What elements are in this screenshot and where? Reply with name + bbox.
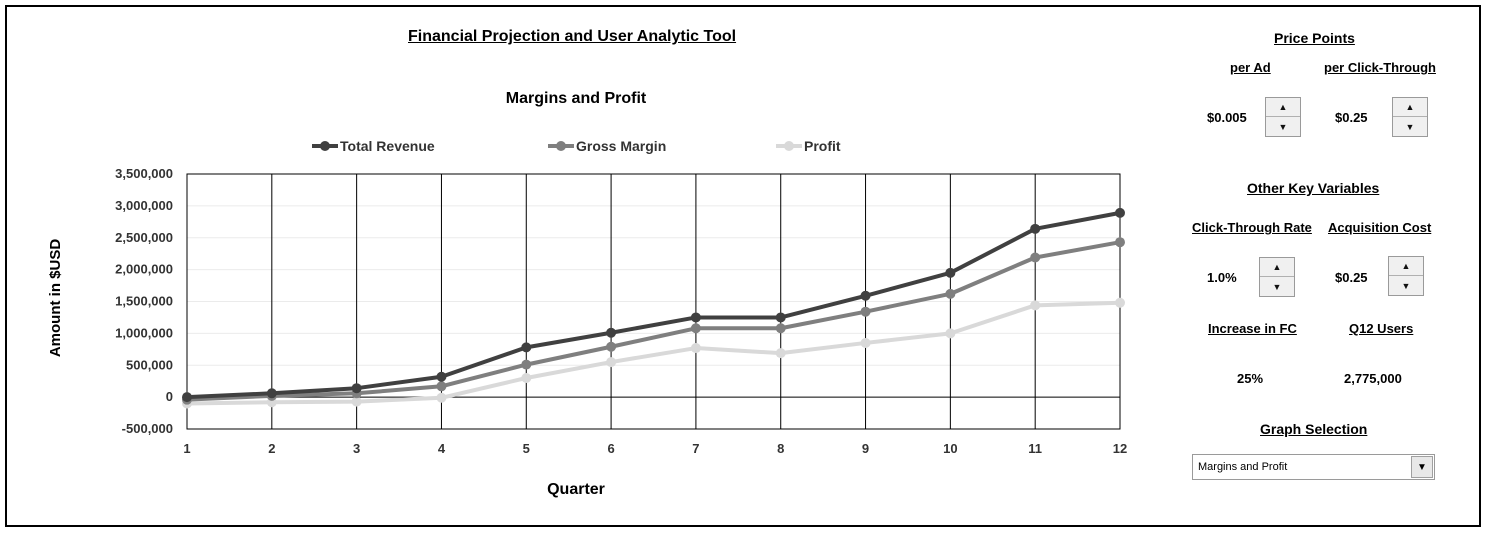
triangle-down-icon[interactable]: ▼ [1272, 281, 1282, 292]
profit-point [860, 337, 871, 348]
y-tick-label: 0 [166, 389, 173, 404]
chevron-down-icon[interactable]: ▼ [1411, 456, 1433, 478]
legend-profit-marker [784, 141, 794, 151]
gross-margin-line [185, 240, 1122, 402]
y-axis-label: Amount in $USD [47, 239, 64, 357]
legend-total-revenue-marker [320, 141, 330, 151]
total-revenue-line [185, 210, 1122, 400]
x-tick-label: 11 [1028, 441, 1042, 456]
fc-value: 25% [1237, 371, 1264, 386]
profit-point [1030, 300, 1041, 311]
gross-margin-point [945, 288, 956, 299]
x-tick-label: 8 [777, 441, 784, 456]
acq-value: $0.25 [1335, 270, 1368, 285]
total-revenue-point [1030, 223, 1041, 234]
x-tick-label: 7 [692, 441, 699, 456]
y-tick-label: 500,000 [126, 357, 173, 372]
per-ad-value: $0.005 [1207, 110, 1247, 125]
gross-margin-point [1030, 252, 1041, 263]
dashboard-frame [5, 5, 1481, 527]
x-tick-label: 12 [1113, 441, 1127, 456]
legend-gross-margin-label: Gross Margin [576, 138, 666, 154]
total-revenue-point [182, 392, 192, 403]
total-revenue-point [606, 327, 617, 338]
ctr-label: Click-Through Rate [1192, 220, 1312, 235]
y-tick-label: 3,500,000 [115, 166, 173, 181]
y-tick-label: 1,000,000 [115, 325, 173, 340]
app-title: Financial Projection and User Analytic T… [408, 28, 737, 45]
y-tick-label: 2,000,000 [115, 262, 173, 277]
triangle-down-icon[interactable]: ▼ [1278, 121, 1288, 132]
profit-point [521, 373, 532, 383]
profit-line [185, 300, 1122, 406]
gross-margin-point [436, 381, 447, 392]
total-revenue-point [436, 371, 447, 382]
fc-label: Increase in FC [1208, 321, 1297, 336]
gross-margin-point [1115, 237, 1125, 248]
triangle-up-icon[interactable]: ▲ [1393, 98, 1427, 117]
gross-margin-point [521, 359, 532, 370]
total-revenue-point [775, 312, 786, 323]
per-click-value: $0.25 [1335, 110, 1368, 125]
total-revenue-point [945, 267, 956, 278]
total-revenue-point [351, 383, 362, 394]
profit-point [351, 396, 362, 407]
legend-total-revenue-label: Total Revenue [340, 138, 435, 154]
per-ad-spinner[interactable]: ▲ ▼ [1265, 97, 1301, 137]
acq-spinner[interactable]: ▲ ▼ [1388, 256, 1424, 296]
x-tick-label: 4 [438, 441, 446, 456]
profit-point [945, 328, 956, 339]
x-tick-label: 1 [183, 441, 190, 456]
triangle-up-icon[interactable]: ▲ [1260, 258, 1294, 277]
per-click-spinner[interactable]: ▲ ▼ [1392, 97, 1428, 137]
total-revenue-point [860, 290, 871, 301]
x-tick-label: 10 [943, 441, 957, 456]
y-tick-label: 3,000,000 [115, 198, 173, 213]
profit-point [775, 348, 786, 359]
profit-point [1115, 297, 1125, 308]
gross-margin-point [775, 323, 786, 334]
gross-margin-point [860, 306, 871, 317]
ctr-spinner[interactable]: ▲ ▼ [1259, 257, 1295, 297]
graph-selection-value: Margins and Profit [1198, 461, 1288, 473]
ctr-value: 1.0% [1207, 270, 1237, 285]
gross-margin-point [606, 341, 617, 352]
per-click-label: per Click-Through [1324, 60, 1436, 75]
x-tick-label: 2 [268, 441, 275, 456]
x-tick-label: 6 [607, 441, 614, 456]
chart-title: Margins and Profit [506, 90, 647, 107]
users-label: Q12 Users [1349, 321, 1414, 336]
triangle-up-icon[interactable]: ▲ [1389, 257, 1423, 276]
x-tick-label: 9 [862, 441, 869, 456]
per-ad-label: per Ad [1230, 60, 1271, 75]
y-tick-label: 1,500,000 [115, 294, 173, 309]
legend-gross-margin-marker [556, 141, 566, 151]
acq-label: Acquisition Cost [1328, 220, 1432, 235]
total-revenue-point [690, 312, 701, 323]
graph-selection-dropdown[interactable]: Margins and Profit ▼ [1192, 454, 1435, 480]
profit-point [436, 392, 447, 403]
profit-point [690, 343, 701, 354]
gross-margin-point [690, 323, 701, 334]
legend-profit-label: Profit [804, 138, 841, 154]
triangle-down-icon[interactable]: ▼ [1405, 121, 1415, 132]
total-revenue-point [266, 388, 277, 399]
total-revenue-point [1115, 207, 1125, 218]
triangle-down-icon[interactable]: ▼ [1401, 280, 1411, 291]
graph-selection-title: Graph Selection [1260, 421, 1368, 437]
triangle-up-icon[interactable]: ▲ [1266, 98, 1300, 117]
price-points-title: Price Points [1274, 30, 1355, 46]
y-tick-label: -500,000 [122, 421, 173, 436]
x-axis-label: Quarter [547, 481, 605, 498]
total-revenue-point [521, 342, 532, 353]
profit-point [606, 357, 617, 368]
x-tick-label: 5 [523, 441, 530, 456]
users-value: 2,775,000 [1344, 371, 1402, 386]
key-variables-title: Other Key Variables [1247, 180, 1380, 196]
margins-profit-chart: -500,000 0 500,000 1,000,000 1,500,000 2,000,… [47, 90, 1127, 498]
y-tick-label: 2,500,000 [115, 230, 173, 245]
x-tick-label: 3 [353, 441, 360, 456]
